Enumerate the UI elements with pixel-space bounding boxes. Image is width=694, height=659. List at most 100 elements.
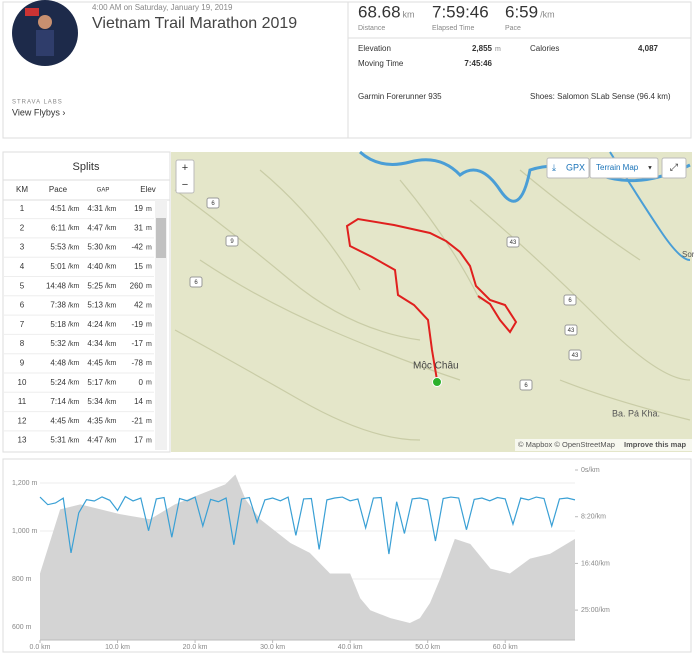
split-pace-unit: /km: [68, 437, 79, 444]
split-pace: 5:18: [50, 320, 66, 329]
split-elev: -17: [131, 339, 143, 348]
split-pace-unit: /km: [68, 206, 79, 213]
stat-unit: /km: [540, 9, 555, 19]
split-gap: 4:24: [87, 320, 103, 329]
fullscreen-icon[interactable]: ⤢: [670, 163, 678, 174]
split-elev-unit: m: [146, 437, 152, 444]
ridge: [559, 379, 691, 421]
road-number: 43: [510, 240, 517, 246]
split-gap-unit: /km: [105, 302, 116, 309]
avatar-face: [38, 15, 52, 29]
split-pace-unit: /km: [68, 225, 79, 232]
ridge: [199, 259, 461, 381]
split-km: 8: [20, 339, 25, 348]
split-elev-unit: m: [146, 341, 152, 348]
moving-label: Moving Time: [358, 59, 404, 68]
split-gap-unit: /km: [105, 380, 116, 387]
split-gap-unit: /km: [105, 206, 116, 213]
split-elev: 42: [134, 301, 143, 310]
ridge: [174, 329, 421, 441]
split-km: 6: [20, 301, 25, 310]
x-tick-label: 40.0 km: [338, 644, 363, 651]
split-elev-unit: m: [146, 380, 152, 387]
split-pace-unit: /km: [68, 283, 79, 290]
layer-button[interactable]: [589, 157, 659, 179]
split-gap-unit: /km: [105, 360, 116, 367]
road-shield: [506, 236, 520, 248]
split-km: 9: [20, 359, 25, 368]
split-elev-unit: m: [146, 264, 152, 271]
zoom-out[interactable]: −: [182, 179, 188, 191]
split-gap-unit: /km: [105, 399, 116, 406]
split-elev: -21: [131, 416, 143, 425]
split-elev: -19: [131, 320, 143, 329]
download-icon[interactable]: ⤓: [552, 162, 556, 172]
layer-label[interactable]: Terrain Map: [596, 163, 639, 172]
caret[interactable]: ▼: [647, 166, 653, 172]
flyby-link[interactable]: View Flybys ›: [12, 107, 65, 117]
split-elev-unit: m: [146, 399, 152, 406]
road-number: 6: [194, 280, 198, 286]
scrollbar-thumb[interactable]: [156, 218, 166, 258]
x-tick-label: 50.0 km: [415, 644, 440, 651]
split-gap-unit: /km: [105, 283, 116, 290]
split-elev-unit: m: [146, 225, 152, 232]
split-gap: 4:47: [87, 223, 103, 232]
road-number: 6: [568, 298, 572, 304]
split-pace-unit: /km: [68, 341, 79, 348]
split-pace: 4:48: [50, 359, 66, 368]
village-label: Ba. Pá Kha.: [612, 408, 660, 418]
activity-time: 4:00 AM on Saturday, January 19, 2019: [92, 3, 233, 12]
split-pace-unit: /km: [68, 360, 79, 367]
split-elev: 260: [130, 281, 144, 290]
route: [345, 217, 518, 381]
attribution: © Mapbox © OpenStreetMap: [518, 440, 615, 449]
split-pace: 5:31: [50, 436, 66, 445]
stat-label: Pace: [505, 25, 521, 32]
avatar-flag: [25, 8, 39, 16]
scrollbar-track: [155, 200, 167, 450]
split-gap: 4:47: [87, 436, 103, 445]
stat-value: 68.68: [358, 2, 401, 21]
y-tick-label: 1,200 m: [12, 480, 37, 487]
road-shield: [206, 197, 220, 209]
split-gap: 5:25: [87, 281, 103, 290]
split-km: 5: [20, 281, 25, 290]
stat-unit: km: [403, 9, 415, 19]
road-shield: [564, 324, 578, 336]
avatar-body: [36, 30, 54, 56]
split-km: 13: [18, 436, 27, 445]
x-tick-label: 10.0 km: [105, 644, 130, 651]
split-elev: -78: [131, 359, 143, 368]
elevation-unit: m: [495, 46, 501, 53]
activity-title: Vietnam Trail Marathon 2019: [92, 15, 297, 32]
x-tick-label: 60.0 km: [493, 644, 518, 651]
labs-label: STRAVA LABS: [12, 100, 63, 106]
map[interactable]: [171, 152, 692, 452]
split-elev: 0: [139, 378, 144, 387]
stat-label: Elapsed Time: [432, 25, 475, 32]
y2-tick-label: 0s/km: [581, 467, 600, 474]
fullscreen-button[interactable]: [661, 157, 687, 179]
road-number: 6: [524, 383, 528, 389]
road-shield: [519, 379, 533, 391]
split-gap: 4:31: [87, 204, 103, 213]
split-km: 11: [18, 397, 27, 406]
split-pace: 5:24: [50, 378, 66, 387]
zoom-control[interactable]: [175, 159, 195, 194]
device: Garmin Forerunner 935: [358, 92, 442, 101]
summary-panel: [2, 1, 692, 139]
improve-link[interactable]: Improve this map: [624, 440, 687, 449]
road-shield: [189, 276, 203, 288]
gpx-button[interactable]: [546, 157, 590, 179]
split-elev-unit: m: [146, 206, 152, 213]
split-gap: 4:34: [87, 339, 103, 348]
y-tick-label: 1,000 m: [12, 528, 37, 535]
attribution-bg: [515, 439, 692, 451]
ridge: [259, 169, 361, 291]
gpx-label[interactable]: GPX: [566, 162, 585, 172]
zoom-in[interactable]: +: [182, 162, 188, 174]
split-elev-unit: m: [146, 244, 152, 251]
split-km: 3: [20, 243, 25, 252]
split-gap-unit: /km: [105, 244, 116, 251]
